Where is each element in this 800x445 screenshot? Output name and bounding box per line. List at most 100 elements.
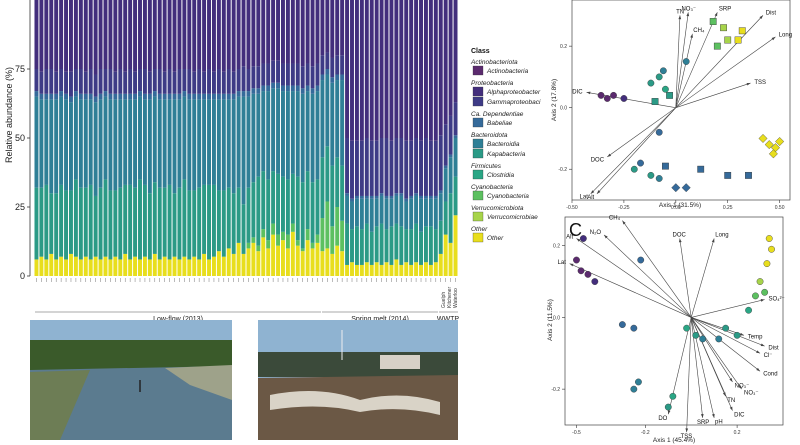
bar-segment-bacteroidia	[379, 195, 384, 224]
y-tick-label: 0.2	[560, 44, 567, 50]
bar-segment-gammaproteobacteria	[448, 115, 453, 155]
y-tick-label: 0.0	[553, 315, 560, 321]
bar-segment-alphaproteobacteria	[142, 0, 147, 69]
bar-segment-babeliae	[374, 195, 379, 199]
bar-segment-babeliae	[423, 195, 428, 199]
bar-segment-gammaproteobacteria	[147, 71, 152, 94]
bar-segment-kapabacteria	[374, 226, 379, 263]
bar-segment-alphaproteobacteria	[448, 0, 453, 116]
env-vector-label: SRP	[719, 7, 731, 13]
bar-segment-other	[310, 248, 315, 276]
bar-segment-other	[423, 262, 428, 276]
bar-segment-alphaproteobacteria	[123, 0, 128, 72]
bar-segment-kapabacteria	[162, 187, 167, 257]
bar-segment-other	[123, 253, 128, 276]
bar-segment-other	[241, 253, 246, 276]
env-vector-arrowhead	[756, 350, 761, 354]
bar-segment-alphaproteobacteria	[315, 0, 320, 64]
bar-segment-gammaproteobacteria	[78, 69, 83, 94]
bar-segment-kapabacteria	[44, 184, 49, 260]
bar-segment-alphaproteobacteria	[192, 0, 197, 72]
bar-segment-other	[384, 262, 389, 276]
point-bacteroidia	[682, 58, 690, 65]
bar-segment-alphaproteobacteria	[54, 0, 59, 72]
x-tick-label: -0.25	[618, 205, 630, 211]
bar-segment-bacteroidia	[44, 99, 49, 185]
bar-segment-other	[350, 262, 354, 276]
env-vector-label: DIC	[572, 90, 583, 96]
bar-segment-alphaproteobacteria	[271, 0, 276, 61]
bar-segment-kapabacteria	[256, 176, 261, 246]
bar-segment-alphaproteobacteria	[73, 0, 78, 69]
bar-segment-babeliae	[54, 93, 59, 100]
env-vector-arrowhead	[729, 378, 733, 382]
bar-segment-alphaproteobacteria	[78, 0, 83, 69]
env-vector	[596, 107, 677, 195]
bar-segment-bacteroidia	[241, 96, 246, 205]
bar-segment-alphaproteobacteria	[364, 0, 369, 138]
bar-segment-babeliae	[409, 195, 414, 199]
bar-segment-alphaproteobacteria	[389, 0, 394, 141]
bar-segment-bacteroidia	[399, 195, 404, 227]
point-babeliae	[697, 165, 705, 173]
env-vector-label: DIC	[734, 412, 745, 418]
panel-c-y-label: Axis 2 (11.5%)	[547, 299, 554, 341]
bar-segment-cyanobacteria	[256, 245, 261, 252]
env-vector-label: pH	[715, 420, 723, 426]
legend-class-other: Other	[487, 235, 504, 242]
bar-segment-alphaproteobacteria	[88, 0, 93, 69]
bar-segment-babeliae	[207, 93, 211, 100]
bar-segment-kapabacteria	[187, 190, 192, 260]
bar-segment-other	[251, 242, 256, 276]
panel-b-axis-ticks: -0.50 -0.25 0.00 0.25 0.50 -0.2 0.0 0.2	[558, 44, 784, 211]
bar-segment-babeliae	[162, 93, 167, 100]
bar-segment-kapabacteria	[364, 223, 369, 263]
bar-segment-alphaproteobacteria	[374, 0, 379, 141]
point-kapabacteria	[630, 165, 638, 173]
bar-segment-gammaproteobacteria	[216, 69, 221, 94]
bar-segment-babeliae	[261, 85, 266, 92]
point-bacteroidia	[715, 335, 723, 343]
env-vector-arrowhead	[678, 238, 682, 243]
bar-segment-gammaproteobacteria	[83, 71, 88, 94]
bar-segment-gammaproteobacteria	[54, 71, 59, 94]
bar-segment-other	[448, 242, 453, 276]
bar-segment-gammaproteobacteria	[305, 63, 310, 86]
bar-segment-alphaproteobacteria	[433, 0, 438, 141]
env-vector-label: TN	[676, 9, 684, 15]
bar-segment-bacteroidia	[162, 99, 167, 188]
bar-segment-gammaproteobacteria	[443, 124, 448, 166]
bar-segment-kapabacteria	[428, 226, 433, 265]
point-actinobacteria	[584, 270, 592, 278]
point-actinobacteria	[597, 91, 605, 99]
bar-segment-gammaproteobacteria	[423, 138, 428, 196]
bar-segment-gammaproteobacteria	[88, 69, 93, 94]
env-vector-label: TN	[727, 398, 735, 404]
bar-segment-bacteroidia	[93, 102, 98, 196]
bar-segment-gammaproteobacteria	[295, 63, 300, 86]
bar-segment-bacteroidia	[197, 99, 202, 188]
bar-segment-bacteroidia	[374, 198, 379, 227]
bar-segment-other	[128, 259, 133, 276]
legend-class-babeliae: Babeliae	[487, 120, 513, 127]
point-alphaproteobacteria	[591, 278, 599, 285]
bar-segment-babeliae	[142, 93, 147, 100]
bar-segment-babeliae	[295, 85, 300, 92]
bar-segment-alphaproteobacteria	[438, 0, 443, 136]
bar-segment-kapabacteria	[172, 193, 177, 257]
bar-segment-babeliae	[290, 85, 295, 92]
env-vector-label: N₂O	[590, 230, 602, 236]
bar-segment-babeliae	[246, 91, 251, 97]
bar-segment-bacteroidia	[152, 96, 157, 183]
bar-segment-bacteroidia	[433, 198, 438, 230]
bar-segment-bacteroidia	[354, 198, 359, 227]
point-babeliae	[671, 183, 681, 193]
bar-segment-gammaproteobacteria	[315, 63, 320, 86]
bar-segment-alphaproteobacteria	[34, 0, 39, 69]
bar-segment-kapabacteria	[350, 229, 354, 263]
bar-segment-babeliae	[399, 193, 404, 196]
bar-segment-cyanobacteria	[320, 218, 325, 252]
env-vector-label: Dist	[768, 346, 779, 352]
bar-segment-other	[354, 264, 359, 276]
